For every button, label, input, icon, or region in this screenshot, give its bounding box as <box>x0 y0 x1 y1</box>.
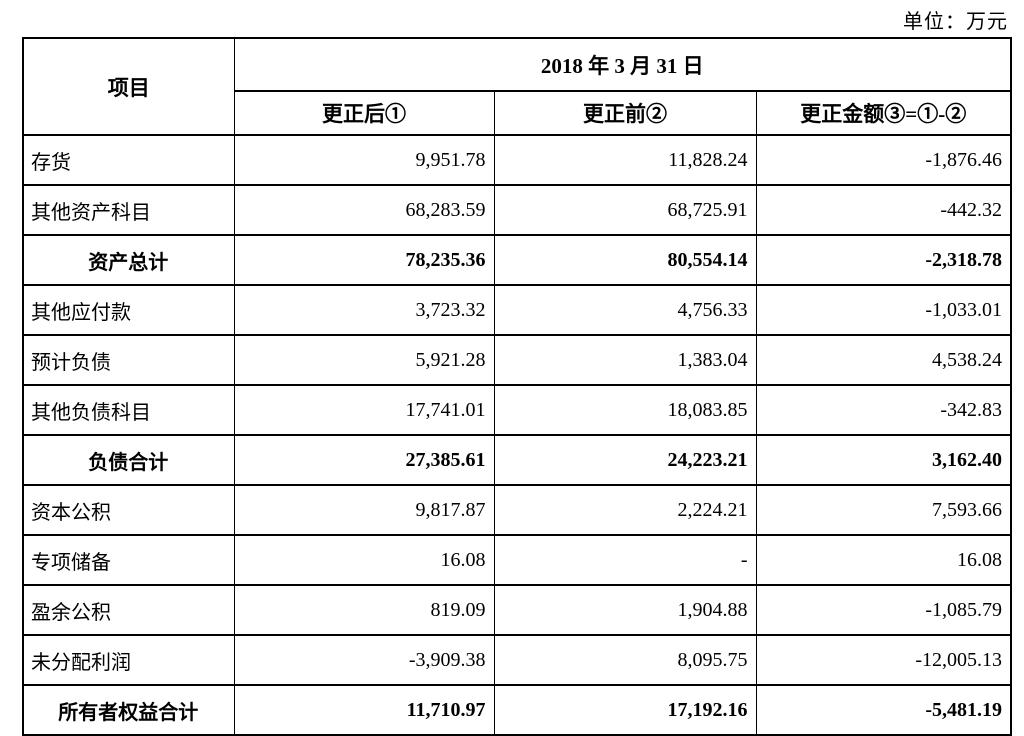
row-value-before: 24,223.21 <box>493 434 757 486</box>
table-row: 专项储备 16.08 - 16.08 <box>22 534 1012 586</box>
row-label: 其他资产科目 <box>22 184 235 236</box>
row-value-diff: -442.32 <box>755 184 1012 236</box>
header-corrected-before: 更正前② <box>493 90 757 136</box>
row-value-diff: 16.08 <box>755 534 1012 586</box>
header-row-date: 项目 2018 年 3 月 31 日 <box>22 37 1012 136</box>
table-row: 存货 9,951.78 11,828.24 -1,876.46 <box>22 134 1012 186</box>
table-row: 负债合计 27,385.61 24,223.21 3,162.40 <box>22 434 1012 486</box>
row-value-after: 5,921.28 <box>233 334 495 386</box>
header-row-sub: 更正后① 更正前② 更正金额③=①-② <box>23 90 1012 136</box>
row-value-after: 819.09 <box>233 584 495 636</box>
unit-label: 单位：万元 <box>903 11 1008 33</box>
header-corrected-after: 更正后① <box>233 90 495 136</box>
row-value-diff: -2,318.78 <box>755 234 1012 286</box>
row-label: 专项储备 <box>22 534 235 586</box>
row-value-after: 27,385.61 <box>233 434 495 486</box>
row-value-before: 80,554.14 <box>493 234 757 286</box>
table-row: 资本公积 9,817.87 2,224.21 7,593.66 <box>22 484 1012 536</box>
row-label: 盈余公积 <box>22 584 235 636</box>
row-value-diff: -1,876.46 <box>755 134 1012 186</box>
row-label: 负债合计 <box>22 434 235 486</box>
table-row: 其他资产科目 68,283.59 68,725.91 -442.32 <box>22 184 1012 236</box>
row-value-diff: 7,593.66 <box>755 484 1012 536</box>
row-value-diff: -1,085.79 <box>755 584 1012 636</box>
table-header: 项目 2018 年 3 月 31 日 更正后① 更正前② 更正金额③=①-② <box>22 37 1012 136</box>
row-value-before: 18,083.85 <box>493 384 757 436</box>
row-value-before: 2,224.21 <box>493 484 757 536</box>
correction-table: 项目 2018 年 3 月 31 日 更正后① 更正前② 更正金额③=①-② 存… <box>22 37 1013 736</box>
table-row: 其他负债科目 17,741.01 18,083.85 -342.83 <box>22 384 1012 436</box>
row-value-before: 1,383.04 <box>493 334 757 386</box>
row-value-before: - <box>493 534 757 586</box>
row-value-before: 8,095.75 <box>493 634 757 686</box>
row-value-after: 78,235.36 <box>233 234 495 286</box>
header-date-group: 2018 年 3 月 31 日 <box>233 37 1012 92</box>
row-value-after: 11,710.97 <box>233 684 495 736</box>
row-value-diff: -5,481.19 <box>755 684 1012 736</box>
row-value-after: 3,723.32 <box>233 284 495 336</box>
table-row: 预计负债 5,921.28 1,383.04 4,538.24 <box>22 334 1012 386</box>
table-row: 其他应付款 3,723.32 4,756.33 -1,033.01 <box>22 284 1012 336</box>
row-value-after: 68,283.59 <box>233 184 495 236</box>
row-value-after: 9,951.78 <box>233 134 495 186</box>
row-value-before: 1,904.88 <box>493 584 757 636</box>
header-item-column: 项目 <box>22 37 235 136</box>
row-value-after: 17,741.01 <box>233 384 495 436</box>
row-label: 资本公积 <box>22 484 235 536</box>
table-row: 盈余公积 819.09 1,904.88 -1,085.79 <box>22 584 1012 636</box>
row-label: 未分配利润 <box>22 634 235 686</box>
row-label: 其他应付款 <box>22 284 235 336</box>
table-body: 存货 9,951.78 11,828.24 -1,876.46 其他资产科目 6… <box>22 134 1012 736</box>
row-value-before: 11,828.24 <box>493 134 757 186</box>
table-row: 未分配利润 -3,909.38 8,095.75 -12,005.13 <box>22 634 1012 686</box>
row-value-diff: -1,033.01 <box>755 284 1012 336</box>
row-value-diff: -342.83 <box>755 384 1012 436</box>
row-value-before: 17,192.16 <box>493 684 757 736</box>
row-label: 所有者权益合计 <box>22 684 235 736</box>
row-value-diff: 4,538.24 <box>755 334 1012 386</box>
row-value-before: 4,756.33 <box>493 284 757 336</box>
row-label: 存货 <box>22 134 235 186</box>
row-value-after: 9,817.87 <box>233 484 495 536</box>
header-correction-amount: 更正金额③=①-② <box>755 90 1012 136</box>
row-value-diff: 3,162.40 <box>755 434 1012 486</box>
table-row: 所有者权益合计 11,710.97 17,192.16 -5,481.19 <box>22 684 1012 736</box>
row-value-before: 68,725.91 <box>493 184 757 236</box>
table-row: 资产总计 78,235.36 80,554.14 -2,318.78 <box>22 234 1012 286</box>
row-label: 资产总计 <box>22 234 235 286</box>
row-value-after: 16.08 <box>233 534 495 586</box>
row-label: 其他负债科目 <box>22 384 235 436</box>
row-value-after: -3,909.38 <box>233 634 495 686</box>
row-value-diff: -12,005.13 <box>755 634 1012 686</box>
row-label: 预计负债 <box>22 334 235 386</box>
